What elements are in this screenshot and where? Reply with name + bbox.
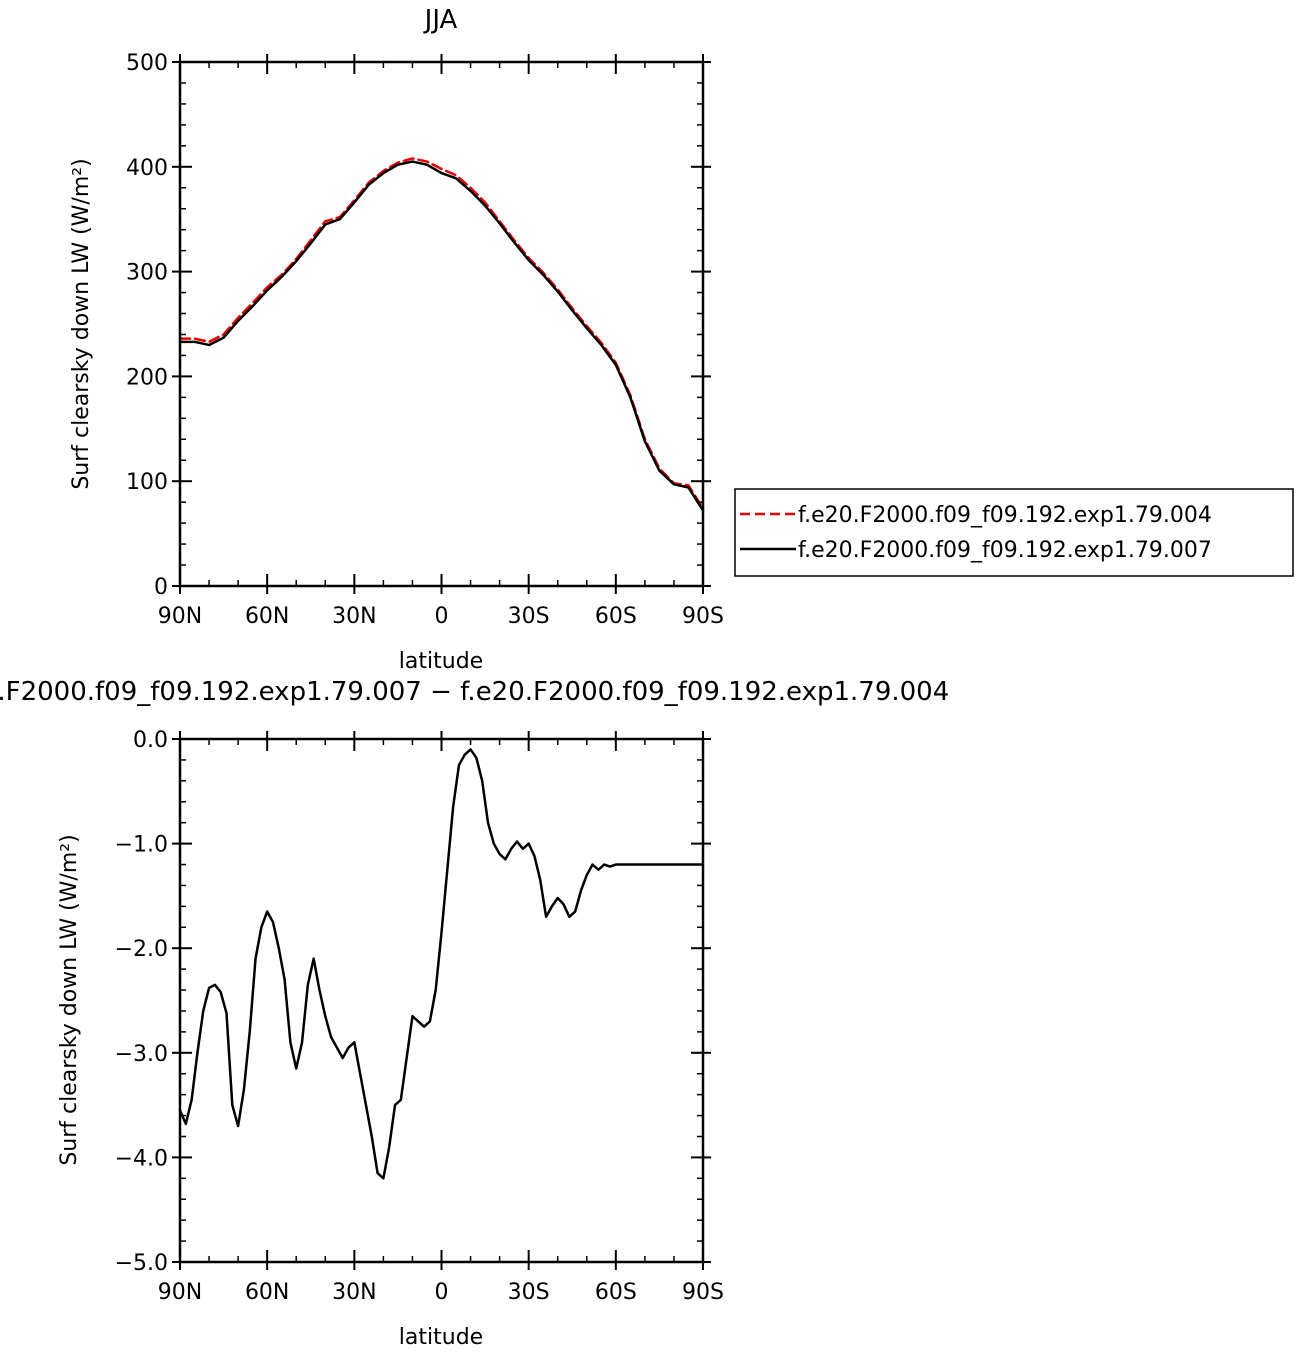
y-tick-label-1-2: −2.0 [115,937,168,962]
x-tick-label-1-6: 90S [682,1280,724,1305]
x-tick-label-0-3: 0 [435,604,449,629]
bottom-panel: f.e20.F2000.f09_f09.192.exp1.79.007 − f.… [0,677,949,1350]
bottom-panel-title: f.e20.F2000.f09_f09.192.exp1.79.007 − f.… [0,677,949,707]
y-tick-label-1-3: −3.0 [115,1042,168,1067]
legend-box [734,488,1294,577]
top-panel-title: JJA [423,5,458,35]
x-tick-label-1-0: 90N [158,1280,202,1305]
top-plot-frame [178,60,705,588]
y-tick-label-1-1: −1.0 [115,833,168,858]
x-tick-label-1-2: 30N [332,1280,376,1305]
bottom-x-axis-title: latitude [399,1325,483,1350]
y-tick-label-0-4: 400 [126,156,168,181]
x-tick-label-0-1: 60N [245,604,289,629]
y-tick-label-1-0: 0.0 [133,728,168,753]
x-tick-label-0-2: 30N [332,604,376,629]
bottom-panel-ticks: 90N 60N 30N 0 30S 60S 90S 0.0 −1.0 −2.0 −3.0 −4.0 −5… [115,728,724,1305]
legend-entry-0: f.e20.F2000.f09_f09.192.exp1.79.004 [798,503,1212,528]
x-tick-label-0-4: 30S [508,604,550,629]
x-tick-label-0-6: 90S [682,604,724,629]
legend: f.e20.F2000.f09_f09.192.exp1.79.004 f.e2… [734,488,1294,577]
top-y-axis-title: Surf clearsky down LW (W/m²) [69,158,94,489]
x-tick-label-1-1: 60N [245,1280,289,1305]
top-panel-marks [178,157,705,512]
series-line-1-0 [178,748,705,1180]
y-tick-label-0-2: 200 [126,365,168,390]
x-tick-label-0-5: 60S [595,604,637,629]
x-tick-label-1-4: 30S [508,1280,550,1305]
y-tick-label-0-5: 500 [126,51,168,76]
y-tick-label-0-1: 100 [126,470,168,495]
legend-entry-1: f.e20.F2000.f09_f09.192.exp1.79.007 [798,538,1212,563]
y-tick-label-0-0: 0 [154,575,168,600]
series-line-0-1 [178,160,705,512]
x-tick-label-1-3: 0 [435,1280,449,1305]
x-tick-label-0-0: 90N [158,604,202,629]
top-panel: JJA 90N 60N 30N 0 30S 60S 90S0100200300400500 … [69,5,1294,674]
bottom-y-axis-title: Surf clearsky down LW (W/m²) [57,834,82,1165]
y-tick-label-0-3: 300 [126,261,168,286]
top-panel-ticks: 90N 60N 30N 0 30S 60S 90S 0 100 200 300 400 500 [126,51,724,629]
y-tick-label-1-5: −5.0 [115,1251,168,1276]
bottom-panel-marks [178,748,705,1180]
y-tick-label-1-4: −4.0 [115,1146,168,1171]
series-line-0-0 [178,157,705,510]
top-x-axis-title: latitude [399,649,483,674]
x-tick-label-1-5: 60S [595,1280,637,1305]
bottom-plot-frame [178,737,705,1264]
